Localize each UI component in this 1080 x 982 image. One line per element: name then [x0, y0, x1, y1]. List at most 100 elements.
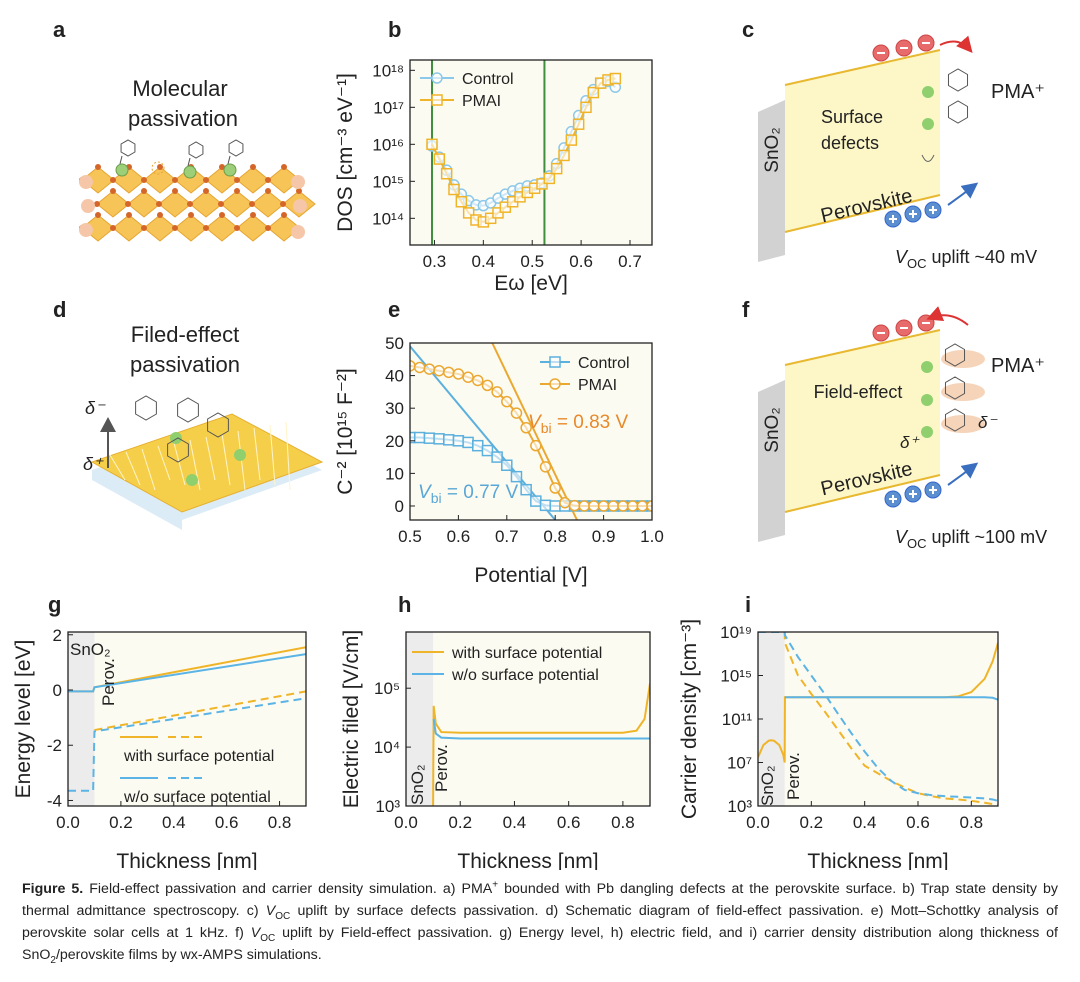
lattice-atom — [126, 212, 132, 218]
y-tick-label: 10⁵ — [374, 679, 400, 698]
x-tick-label: 0.4 — [503, 813, 527, 832]
marker — [491, 451, 503, 463]
molecule-chain — [227, 155, 231, 165]
vbi-sub: bi — [541, 420, 552, 436]
molecule-head — [186, 474, 198, 486]
molecule-ring — [207, 412, 229, 438]
plot-area — [68, 632, 306, 806]
plus — [929, 486, 937, 494]
region-label: Perov. — [99, 658, 118, 706]
chart: 0.0 0.2 0.4 0.6 0.8 10³ 10⁷ 10¹¹ 10¹⁵ 10¹⁹ Thickne… — [678, 619, 999, 870]
plot-frame — [67, 631, 307, 807]
marker — [413, 361, 426, 374]
octahedron — [174, 214, 208, 242]
plus — [909, 490, 917, 498]
caption-sub: 2 — [50, 954, 56, 966]
marker — [448, 183, 460, 196]
y-tick-label: 10¹⁹ — [720, 623, 752, 642]
sno2-region — [406, 632, 434, 806]
voc-rest: uplift ~100 mV — [927, 527, 1048, 547]
series-line — [94, 690, 306, 732]
fit-line — [491, 343, 578, 520]
perovskite-region — [785, 330, 940, 512]
panel-d-title: Filed-effect — [131, 322, 239, 347]
lattice-atom — [249, 201, 255, 207]
grain-boundary — [141, 448, 156, 491]
y-axis-label: C⁻² [10¹⁵ F⁻²] — [334, 368, 357, 495]
series-line — [432, 683, 650, 806]
x-axis-label: Thickness [nm] — [807, 850, 948, 870]
marker — [433, 153, 446, 165]
marker — [530, 439, 542, 452]
figure: 0.3 0.4 0.5 0.6 0.7 10¹⁴ 10¹⁵ 10¹⁶ 10¹⁷ 10¹⁸ Eω [e… — [12, 17, 1048, 870]
schematics — [79, 34, 985, 542]
marker — [520, 422, 532, 434]
band-edge — [784, 49, 941, 86]
marker — [442, 434, 455, 446]
electron-arrow — [926, 306, 969, 326]
marker — [501, 459, 513, 471]
molecule-ring — [947, 100, 969, 124]
y-axis-label: Electric filed [V/cm] — [340, 630, 363, 809]
lattice-atom — [110, 225, 116, 231]
voc-v: V — [895, 527, 909, 547]
lattice-atom — [141, 225, 147, 231]
region-label: Perov. — [432, 744, 451, 792]
y-tick-label: 10¹⁵ — [372, 172, 404, 191]
marker — [636, 500, 649, 512]
lattice-atom — [94, 201, 100, 207]
vbi-annotation: Vbi = 0.83 V — [528, 412, 629, 436]
octahedron — [205, 214, 239, 242]
x-tick-label: 0.2 — [448, 813, 472, 832]
voc-label: VOC uplift ~40 mV — [895, 247, 1037, 271]
molecule-head — [921, 394, 933, 406]
hole-arrow — [947, 182, 979, 206]
series-line — [432, 718, 650, 740]
y-tick-label: 10³ — [375, 797, 400, 816]
marker — [481, 444, 494, 457]
molecule-head — [922, 118, 934, 130]
molecule-chain — [119, 155, 123, 165]
octahedron — [96, 190, 130, 218]
y-axis-label: Carrier density [cm⁻³] — [678, 619, 701, 819]
cation — [79, 175, 93, 189]
lattice-atom — [141, 177, 147, 183]
molecule-head — [115, 163, 129, 177]
molecule-ring — [947, 68, 969, 92]
panel-letter: f — [742, 297, 750, 322]
sno2-label: SnO₂ — [762, 127, 783, 172]
octahedron — [236, 214, 270, 242]
marker — [550, 162, 563, 175]
series-line — [784, 696, 998, 701]
vbi-v: V — [418, 482, 433, 503]
molecule-ring — [944, 376, 966, 400]
marker — [433, 364, 445, 377]
marker — [587, 86, 600, 99]
lattice-atom — [110, 177, 116, 183]
marker — [609, 72, 622, 85]
delta-minus: δ⁻ — [85, 398, 106, 418]
y-tick-label: 10¹⁸ — [372, 61, 404, 80]
lattice-atom — [95, 164, 101, 170]
marker — [617, 500, 629, 512]
marker — [423, 363, 436, 375]
delta-plus: δ⁺ — [83, 454, 104, 474]
lattice-atom — [265, 177, 271, 183]
marker — [626, 500, 639, 512]
delta-plus: δ⁺ — [900, 433, 920, 452]
y-tick-label: 10¹⁷ — [373, 98, 404, 117]
molecule-ring — [944, 408, 966, 432]
lattice-atom — [281, 164, 287, 170]
lattice-atom — [157, 212, 163, 218]
caption-text: /perovskite films by wx-AMPS simulations… — [55, 947, 322, 963]
grain-boundary — [285, 421, 291, 491]
y-tick-label: 0 — [395, 497, 404, 516]
lattice-atom — [203, 177, 209, 183]
y-tick-label: 10¹⁴ — [372, 209, 404, 228]
molecule-head — [183, 165, 197, 179]
y-tick-label: 50 — [385, 334, 404, 353]
band-edge — [784, 194, 941, 233]
x-axis-label: Thickness [nm] — [457, 850, 598, 870]
series-line — [758, 632, 998, 802]
octahedron — [143, 214, 177, 242]
